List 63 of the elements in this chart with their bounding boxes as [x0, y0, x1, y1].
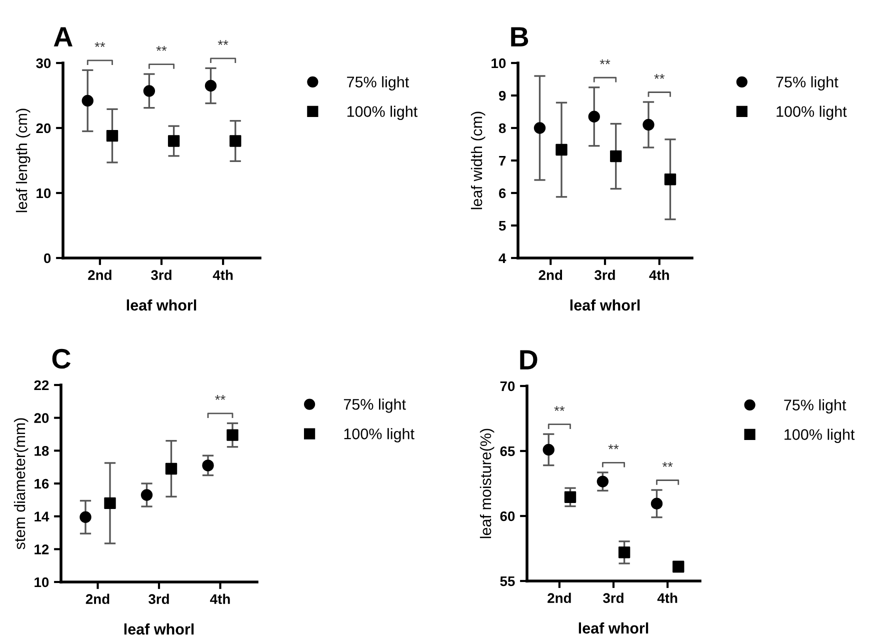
x-tick-label: 2nd — [538, 270, 562, 280]
x-tick-label: 2nd — [548, 592, 571, 604]
legend-label: 75% light — [344, 398, 406, 413]
text: ** — [156, 46, 167, 51]
annotation: ** — [600, 59, 610, 64]
y-tick-label: 12 — [34, 544, 49, 554]
y-tick-label: 6 — [498, 188, 506, 198]
y-axis-title: stem diameter(mm) — [14, 418, 28, 550]
y-tick-label: 7 — [499, 156, 506, 166]
annotation: ** — [662, 462, 673, 467]
legend-label: 100% light — [776, 106, 847, 120]
x-tick-label: 4th — [657, 592, 678, 603]
x-tick-label: 4th — [212, 270, 233, 280]
y-tick-label: 18 — [34, 446, 49, 456]
x-axis-title: leaf whorl — [126, 299, 196, 311]
chart-title: B — [511, 27, 528, 46]
y-tick-label: 4 — [498, 253, 506, 264]
y-tick-label: 20 — [34, 413, 49, 424]
x-tick-label: 3rd — [603, 592, 624, 604]
y-tick-label: 9 — [498, 90, 506, 101]
y-tick-label: 8 — [498, 123, 506, 134]
x-tick-label: 4th — [210, 594, 230, 604]
y-tick-label: 30 — [36, 58, 51, 68]
legend-label: 100% light — [344, 428, 414, 442]
y-axis-title: leaf width (cm) — [470, 112, 486, 210]
chart-title: D — [520, 350, 538, 370]
x-tick-label: 3rd — [148, 594, 169, 604]
y-tick-label: 20 — [36, 123, 51, 134]
x-tick-label: 4th — [649, 270, 669, 280]
y-tick-label: 65 — [500, 446, 515, 456]
y-axis-title: leaf length (cm) — [16, 108, 30, 212]
y-tick-label: 22 — [34, 380, 49, 390]
annotation: ** — [215, 395, 226, 400]
y-tick-label: 60 — [500, 511, 515, 522]
y-tick-label: 16 — [34, 478, 49, 489]
x-tick-label: 2nd — [86, 594, 110, 604]
text: ** — [94, 42, 106, 47]
legend-label: 75% light — [347, 76, 410, 90]
x-axis-title: leaf whorl — [124, 623, 194, 635]
x-axis-title: leaf whorl — [570, 299, 640, 311]
y-tick-label: 10 — [492, 58, 506, 68]
y-tick-label: 55 — [500, 576, 515, 586]
annotation: ** — [554, 406, 565, 411]
legend-label: 75% light — [784, 399, 846, 414]
y-tick-label: 10 — [34, 577, 49, 588]
y-tick-label: 0 — [44, 253, 51, 264]
legend-label: 75% light — [776, 76, 838, 90]
chart-title: A — [54, 27, 72, 46]
text: ** — [218, 40, 228, 46]
y-tick-label: 10 — [36, 188, 51, 198]
x-axis-title: leaf whorl — [578, 622, 648, 634]
y-tick-label: 70 — [500, 381, 515, 392]
y-tick-label: 14 — [34, 512, 50, 522]
x-tick-label: 2nd — [88, 270, 112, 280]
annotation: ** — [654, 74, 665, 79]
y-axis-title: leaf moisture(%) — [480, 428, 494, 538]
x-tick-label: 3rd — [151, 270, 172, 280]
x-tick-label: 3rd — [594, 270, 615, 280]
y-tick-label: 5 — [498, 220, 506, 231]
annotation: ** — [608, 444, 619, 450]
legend-label: 100% light — [784, 428, 855, 443]
legend-label: 100% light — [347, 106, 418, 120]
chart-title: C — [52, 348, 70, 369]
